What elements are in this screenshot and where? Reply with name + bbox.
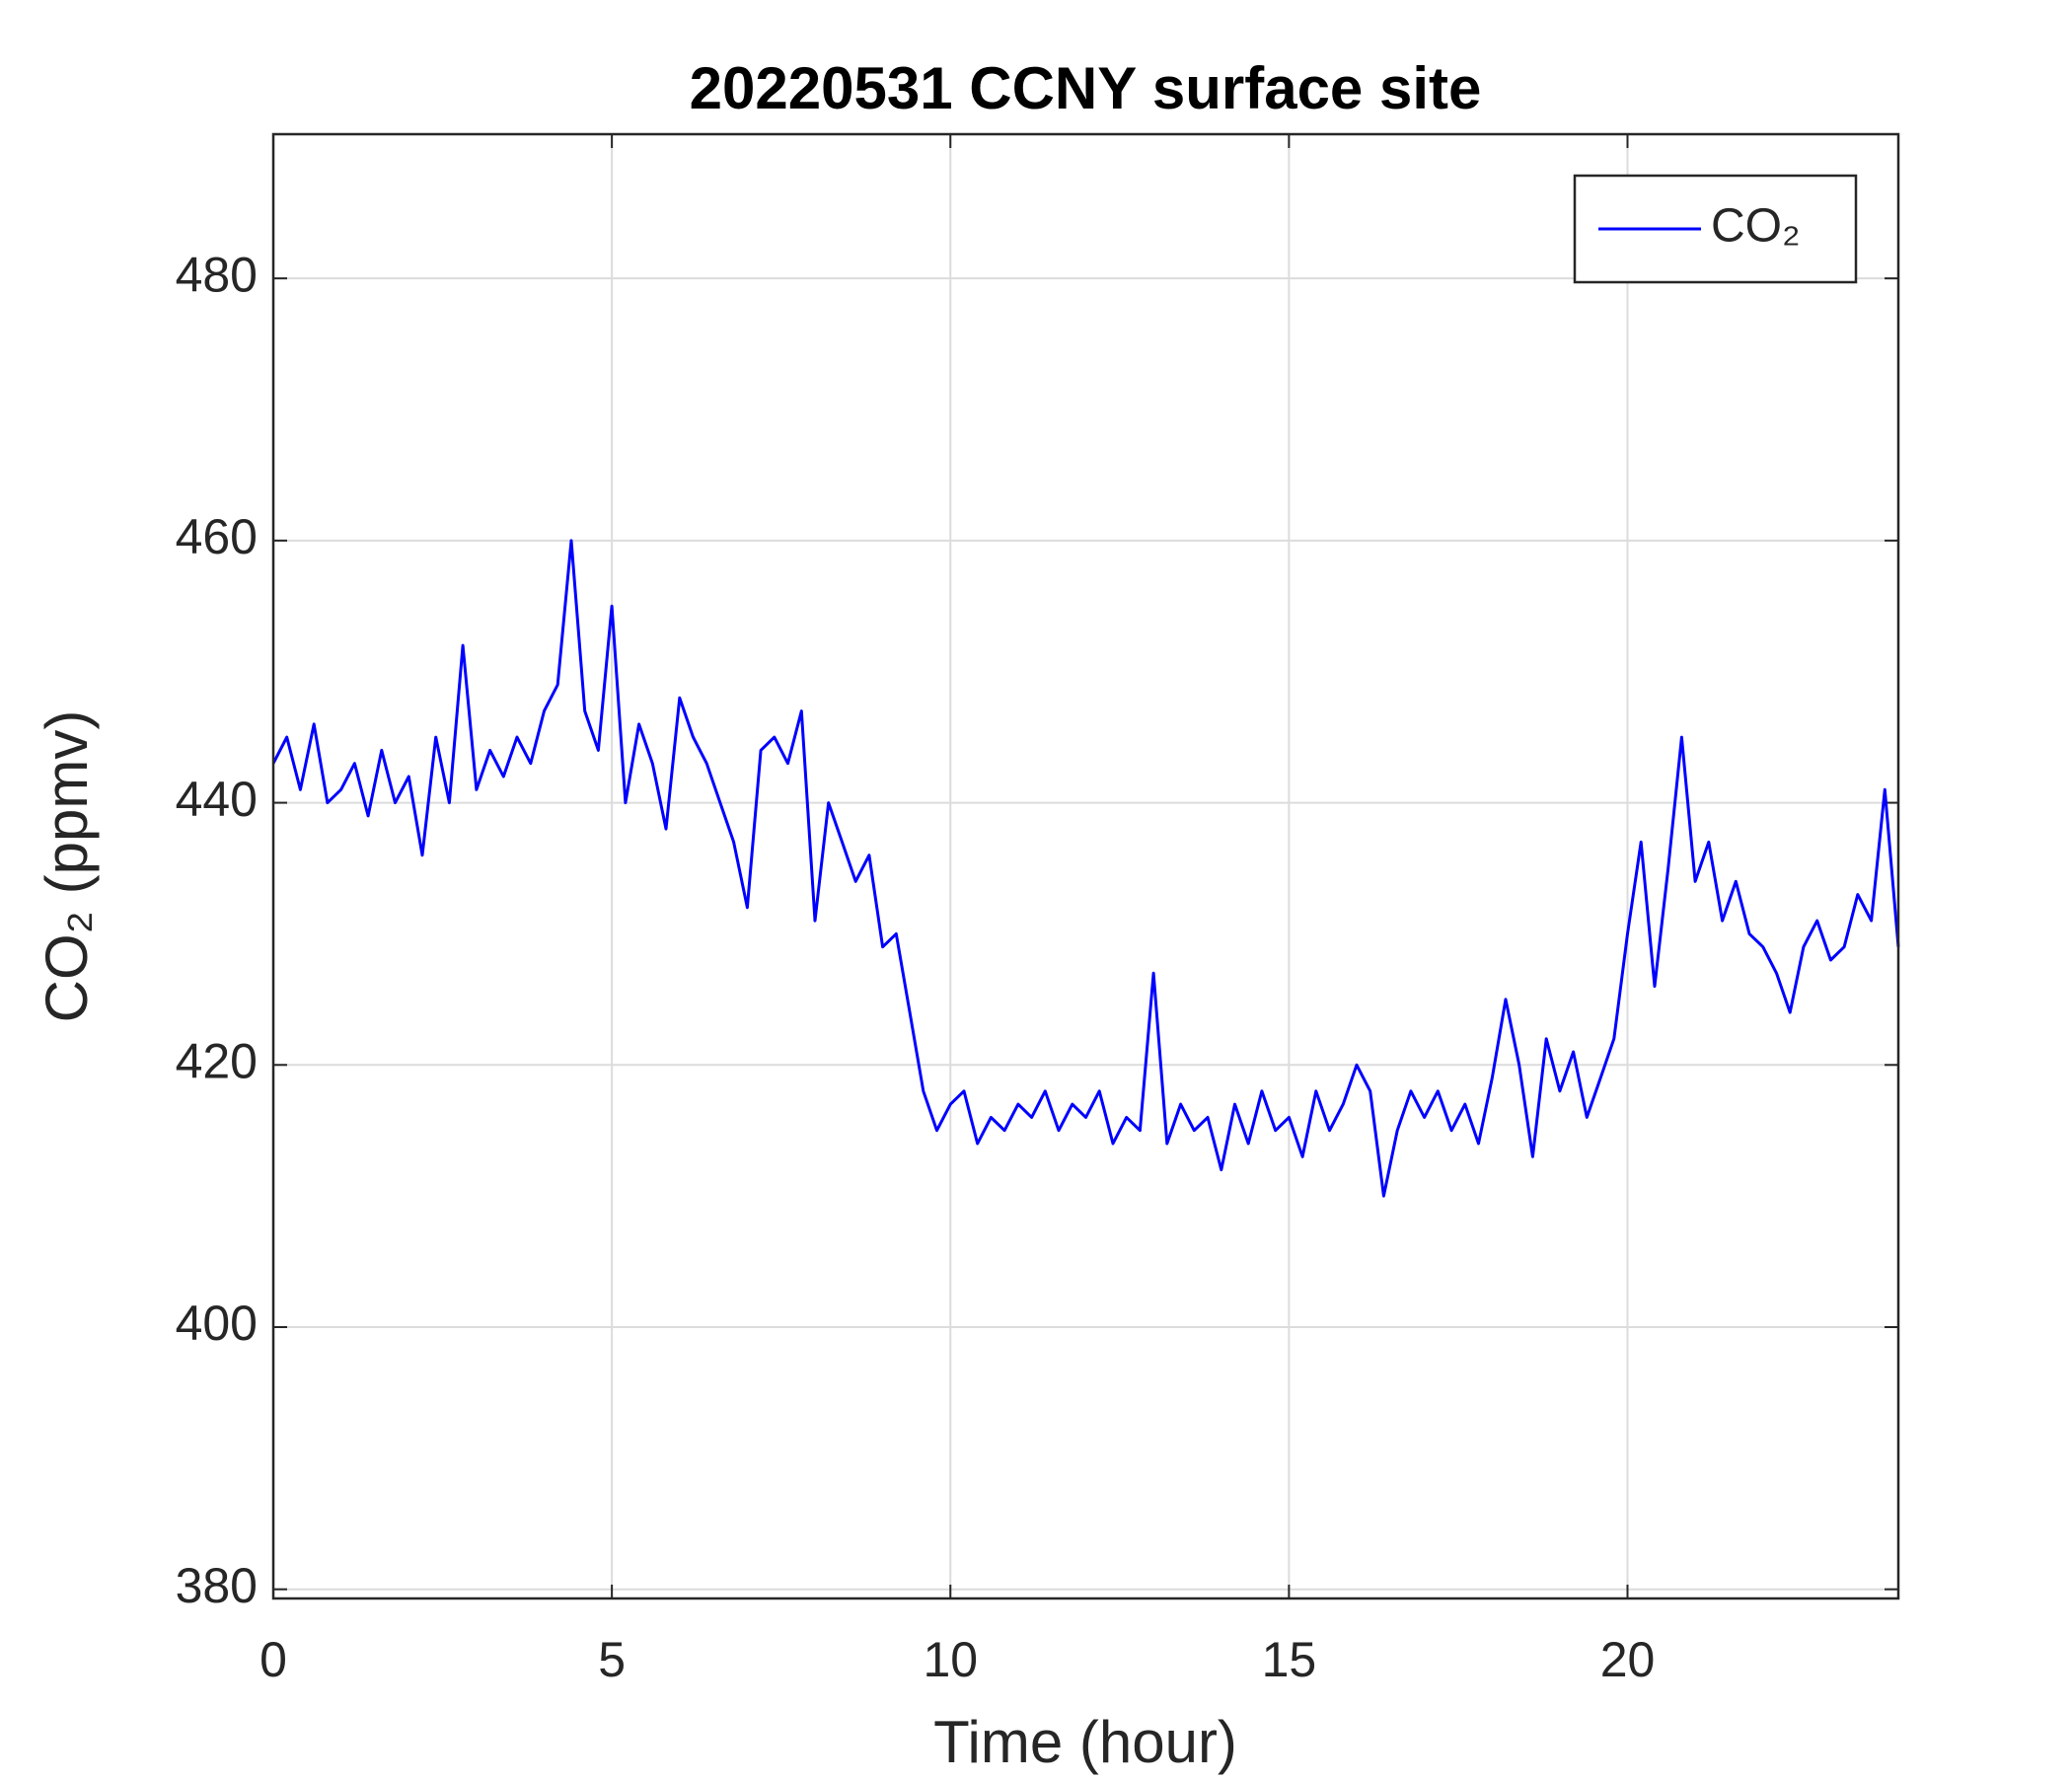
- plot-frame: [271, 132, 1900, 1600]
- x-tick-label: 5: [598, 1632, 626, 1687]
- y-tick-label: 380: [176, 1558, 258, 1613]
- y-axis-label: CO₂ (ppmv): [34, 710, 100, 1023]
- y-tick-label: 420: [176, 1033, 258, 1088]
- x-tick-label: 10: [923, 1632, 978, 1687]
- chart-title: 20220531 CCNY surface site: [690, 55, 1482, 121]
- legend-label: CO₂: [1711, 200, 1801, 253]
- y-tick-label: 440: [176, 772, 258, 827]
- x-tick-label: 0: [259, 1632, 287, 1687]
- x-axis-label: Time (hour): [933, 1709, 1237, 1775]
- y-tick-label: 460: [176, 509, 258, 564]
- data-line: [271, 539, 1900, 1198]
- y-tick-label: 400: [176, 1296, 258, 1351]
- x-tick-label: 15: [1262, 1632, 1317, 1687]
- y-tick-label: 480: [176, 247, 258, 302]
- x-tick-label: 20: [1600, 1632, 1656, 1687]
